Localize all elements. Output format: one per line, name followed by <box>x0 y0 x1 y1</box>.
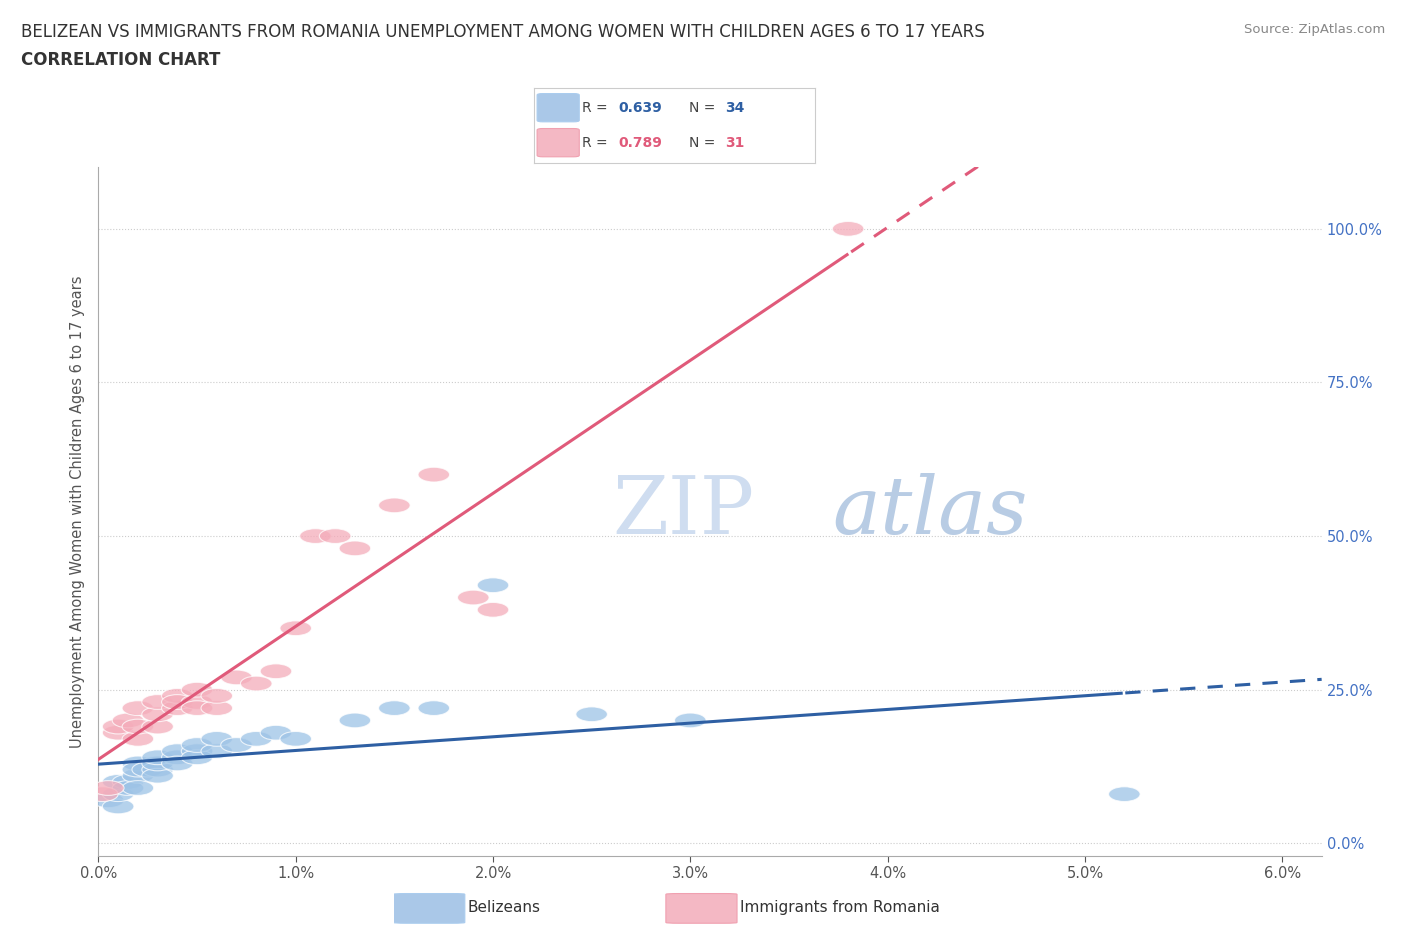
FancyBboxPatch shape <box>537 128 579 157</box>
Ellipse shape <box>240 676 271 691</box>
Ellipse shape <box>201 688 232 703</box>
Ellipse shape <box>339 713 371 728</box>
Ellipse shape <box>162 744 193 759</box>
Ellipse shape <box>122 732 153 746</box>
Text: ZIP: ZIP <box>612 472 754 551</box>
Ellipse shape <box>576 707 607 722</box>
Ellipse shape <box>260 725 292 740</box>
Ellipse shape <box>339 541 371 556</box>
Text: Belizeans: Belizeans <box>468 900 541 915</box>
Ellipse shape <box>93 793 124 807</box>
Y-axis label: Unemployment Among Women with Children Ages 6 to 17 years: Unemployment Among Women with Children A… <box>70 275 86 748</box>
Ellipse shape <box>162 695 193 710</box>
Ellipse shape <box>280 621 312 635</box>
Ellipse shape <box>112 775 143 790</box>
Ellipse shape <box>103 719 134 734</box>
Text: Immigrants from Romania: Immigrants from Romania <box>740 900 941 915</box>
Text: 0.789: 0.789 <box>619 136 662 150</box>
Ellipse shape <box>112 780 143 795</box>
Text: 34: 34 <box>725 100 745 114</box>
Ellipse shape <box>142 756 173 771</box>
Ellipse shape <box>201 732 232 746</box>
Ellipse shape <box>112 713 143 728</box>
Ellipse shape <box>319 529 352 543</box>
Text: N =: N = <box>689 136 720 150</box>
Ellipse shape <box>162 756 193 771</box>
Text: CORRELATION CHART: CORRELATION CHART <box>21 51 221 69</box>
Ellipse shape <box>378 498 411 512</box>
Ellipse shape <box>299 529 332 543</box>
FancyBboxPatch shape <box>394 894 465 923</box>
Ellipse shape <box>122 763 153 777</box>
Ellipse shape <box>93 780 124 795</box>
Ellipse shape <box>162 750 193 764</box>
Text: R =: R = <box>582 100 612 114</box>
Ellipse shape <box>280 732 312 746</box>
Ellipse shape <box>201 744 232 759</box>
Ellipse shape <box>1108 787 1140 802</box>
Ellipse shape <box>103 787 134 802</box>
Ellipse shape <box>142 707 173 722</box>
Ellipse shape <box>142 763 173 777</box>
Text: 31: 31 <box>725 136 745 150</box>
Ellipse shape <box>418 467 450 482</box>
Ellipse shape <box>122 768 153 783</box>
Ellipse shape <box>122 719 153 734</box>
Text: 0.639: 0.639 <box>619 100 662 114</box>
Ellipse shape <box>162 688 193 703</box>
Ellipse shape <box>122 780 153 795</box>
FancyBboxPatch shape <box>666 894 737 923</box>
Ellipse shape <box>260 664 292 679</box>
Ellipse shape <box>221 737 252 752</box>
Ellipse shape <box>181 750 212 764</box>
Ellipse shape <box>675 713 706 728</box>
Ellipse shape <box>142 750 173 764</box>
Ellipse shape <box>181 701 212 715</box>
Text: R =: R = <box>582 136 612 150</box>
Ellipse shape <box>477 578 509 592</box>
Ellipse shape <box>201 701 232 715</box>
Ellipse shape <box>181 737 212 752</box>
Ellipse shape <box>87 787 118 802</box>
Ellipse shape <box>221 670 252 684</box>
Ellipse shape <box>457 591 489 604</box>
Ellipse shape <box>477 603 509 618</box>
Ellipse shape <box>418 701 450 715</box>
Text: BELIZEAN VS IMMIGRANTS FROM ROMANIA UNEMPLOYMENT AMONG WOMEN WITH CHILDREN AGES : BELIZEAN VS IMMIGRANTS FROM ROMANIA UNEM… <box>21 23 984 41</box>
Ellipse shape <box>103 725 134 740</box>
Ellipse shape <box>103 775 134 790</box>
Ellipse shape <box>142 768 173 783</box>
Ellipse shape <box>378 701 411 715</box>
Ellipse shape <box>832 221 863 236</box>
Ellipse shape <box>240 732 271 746</box>
Ellipse shape <box>181 744 212 759</box>
Ellipse shape <box>103 799 134 814</box>
Text: Source: ZipAtlas.com: Source: ZipAtlas.com <box>1244 23 1385 36</box>
Ellipse shape <box>181 683 212 698</box>
Ellipse shape <box>142 719 173 734</box>
Ellipse shape <box>132 763 163 777</box>
Text: atlas: atlas <box>832 472 1028 551</box>
FancyBboxPatch shape <box>537 94 579 122</box>
Ellipse shape <box>122 701 153 715</box>
Ellipse shape <box>162 701 193 715</box>
Ellipse shape <box>142 695 173 710</box>
Text: N =: N = <box>689 100 720 114</box>
Ellipse shape <box>181 695 212 710</box>
Ellipse shape <box>122 756 153 771</box>
